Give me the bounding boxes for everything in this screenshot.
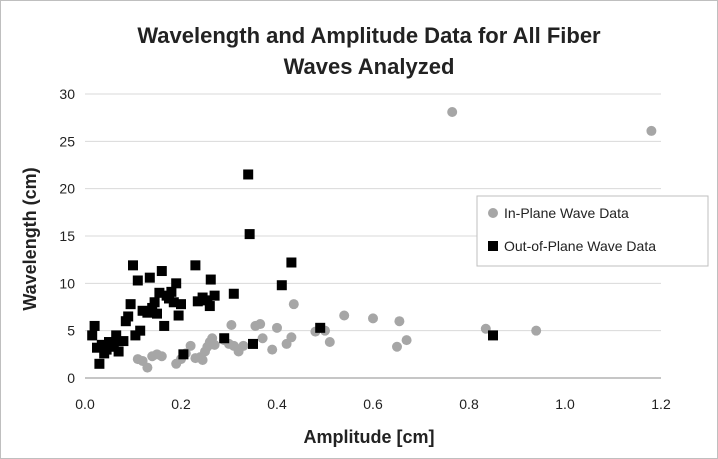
out-of-plane-point [123,311,134,322]
in-plane-point [185,340,196,351]
in-plane-point [156,351,167,362]
in-plane-point [286,332,297,343]
out-of-plane-point [113,346,124,357]
out-of-plane-point [219,333,230,344]
out-of-plane-point [244,229,255,240]
in-plane-point [197,355,208,366]
y-tick-label: 20 [59,181,75,197]
out-of-plane-point [228,288,239,299]
out-of-plane-point [190,260,201,271]
in-plane-point [226,319,237,330]
x-tick-label: 0.2 [171,396,191,412]
x-axis-ticks: 0.0 0.2 0.4 0.6 0.8 1.0 1.2 [75,396,671,412]
in-plane-point [401,335,412,346]
x-tick-label: 0.6 [363,396,383,412]
in-plane-point [531,325,542,336]
out-of-plane-point [87,330,98,341]
out-of-plane-point [111,330,122,341]
out-of-plane-point [315,322,326,333]
out-of-plane-point [248,338,258,349]
x-tick-label: 0.0 [75,396,95,412]
out-of-plane-point [89,320,100,331]
data-points [87,106,657,373]
out-of-plane-point [243,169,254,180]
in-plane-point [447,106,458,117]
out-of-plane-point [94,358,105,369]
legend-box [476,195,709,267]
out-of-plane-point [128,260,138,271]
chart-title-line-2: Waves Analyzed [284,54,455,79]
in-plane-point [368,313,378,324]
chart-title-line-1: Wavelength and Amplitude Data for All Fi… [137,23,601,48]
out-of-plane-point [488,330,498,341]
out-of-plane-point [118,336,129,347]
legend-label: In-Plane Wave Data [504,205,629,221]
x-tick-label: 1.0 [555,396,575,412]
out-of-plane-point [108,338,119,349]
out-of-plane-point [178,349,189,360]
y-tick-label: 25 [59,133,75,149]
in-plane-point [142,362,153,373]
in-plane-point [288,299,299,310]
series-2 [87,169,498,369]
in-plane-point [267,344,278,355]
y-tick-label: 10 [59,275,75,291]
out-of-plane-point [202,295,213,306]
out-of-plane-point [144,272,155,283]
out-of-plane-point [135,325,146,336]
legend-label: Out-of-Plane Wave Data [504,238,656,254]
in-plane-point [339,310,350,321]
x-axis-title: Amplitude [cm] [303,427,434,447]
in-plane-point [257,333,268,344]
out-of-plane-point [209,290,220,301]
in-plane-point [209,339,220,350]
y-axis-title: Wavelength (cm) [20,167,40,310]
in-plane-point [255,319,266,330]
in-plane-point [238,340,249,351]
out-of-plane-point [149,297,160,308]
in-plane-point [394,316,405,327]
out-of-plane-point [176,299,186,310]
out-of-plane-point [154,287,165,298]
y-tick-label: 0 [67,370,75,386]
y-tick-label: 5 [67,323,75,339]
out-of-plane-point [205,274,216,285]
out-of-plane-point [168,297,179,308]
out-of-plane-point [132,275,143,286]
y-tick-label: 30 [59,86,75,102]
in-plane-point [272,322,282,333]
legend-marker-in-plane [488,208,498,218]
out-of-plane-point [276,280,287,291]
in-plane-point [324,337,335,348]
out-of-plane-point [125,299,136,310]
x-tick-label: 1.2 [651,396,671,412]
in-plane-point [392,341,402,352]
x-tick-label: 0.8 [459,396,479,412]
out-of-plane-point [173,310,184,321]
legend: In-Plane Wave Data Out-of-Plane Wave Data [476,195,709,267]
out-of-plane-point [152,308,162,319]
out-of-plane-point [156,266,167,277]
out-of-plane-point [286,257,297,268]
x-tick-label: 0.4 [267,396,287,412]
y-tick-label: 15 [59,228,75,244]
y-axis-ticks: 0 5 10 15 20 25 30 [59,86,75,386]
out-of-plane-point [147,302,158,313]
out-of-plane-point [166,286,177,297]
out-of-plane-point [159,320,170,331]
legend-marker-out-of-plane [488,241,498,251]
out-of-plane-point [204,301,215,312]
in-plane-point [646,125,657,136]
out-of-plane-point [171,278,182,289]
